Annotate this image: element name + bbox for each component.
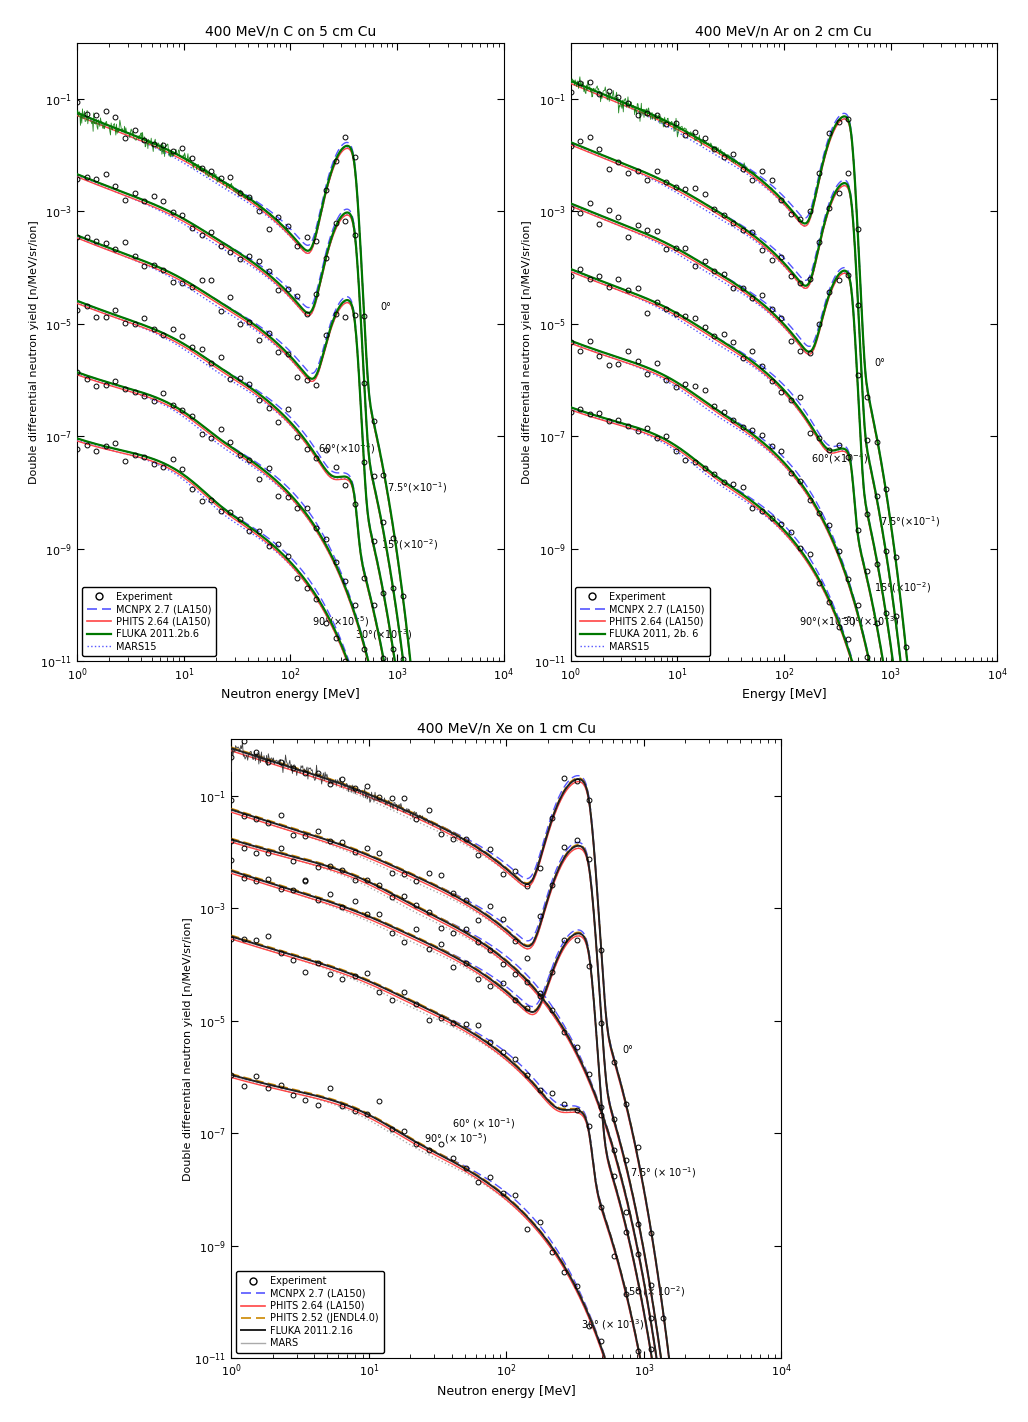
Text: 60° (× 10$^{-1}$): 60° (× 10$^{-1}$)	[451, 1116, 515, 1130]
Text: 0°: 0°	[380, 301, 392, 311]
Y-axis label: Double differential neutron yield [n/MeV/sr/ion]: Double differential neutron yield [n/MeV…	[183, 917, 193, 1180]
X-axis label: Neutron energy [MeV]: Neutron energy [MeV]	[437, 1385, 576, 1398]
Text: 30°(×10$^{-3}$): 30°(×10$^{-3}$)	[355, 627, 411, 641]
Title: 400 MeV/n Ar on 2 cm Cu: 400 MeV/n Ar on 2 cm Cu	[696, 24, 872, 38]
Title: 400 MeV/n Xe on 1 cm Cu: 400 MeV/n Xe on 1 cm Cu	[416, 721, 596, 735]
Text: 0°: 0°	[874, 358, 885, 368]
X-axis label: Neutron energy [MeV]: Neutron energy [MeV]	[221, 688, 360, 701]
Title: 400 MeV/n C on 5 cm Cu: 400 MeV/n C on 5 cm Cu	[205, 24, 376, 38]
Legend: Experiment, MCNPX 2.7 (LA150), PHITS 2.64 (LA150), PHITS 2.52 (JENDL4.0), FLUKA : Experiment, MCNPX 2.7 (LA150), PHITS 2.6…	[236, 1271, 383, 1354]
Text: 0°: 0°	[623, 1045, 633, 1055]
Text: 30°(×10$^{-3}$): 30°(×10$^{-3}$)	[842, 614, 898, 630]
Text: 15°(×10$^{-2}$): 15°(×10$^{-2}$)	[380, 538, 438, 552]
Text: 15°(×10$^{-2}$): 15°(×10$^{-2}$)	[874, 580, 931, 596]
Text: 90°(×10$^{-5}$): 90°(×10$^{-5}$)	[313, 614, 369, 630]
Text: 60°(×10$^{-4}$): 60°(×10$^{-4}$)	[318, 441, 374, 456]
Y-axis label: Double differential neutron yield [n/MeV/sr/ion]: Double differential neutron yield [n/MeV…	[522, 220, 533, 483]
Text: 30° (× 10$^{-3}$): 30° (× 10$^{-3}$)	[581, 1317, 645, 1331]
Text: 7.5°(×10$^{-1}$): 7.5°(×10$^{-1}$)	[880, 515, 941, 529]
Legend: Experiment, MCNPX 2.7 (LA150), PHITS 2.64 (LA150), FLUKA 2011, 2b. 6, MARS15: Experiment, MCNPX 2.7 (LA150), PHITS 2.6…	[576, 587, 709, 657]
Y-axis label: Double differential neutron yield [n/MeV/sr/ion]: Double differential neutron yield [n/MeV…	[29, 220, 39, 483]
Text: 90°(×10$^{-5}$): 90°(×10$^{-5}$)	[800, 614, 856, 630]
Text: 15° (× 10$^{-2}$): 15° (× 10$^{-2}$)	[623, 1284, 686, 1300]
X-axis label: Energy [MeV]: Energy [MeV]	[741, 688, 827, 701]
Text: 90° (× 10$^{-5}$): 90° (× 10$^{-5}$)	[424, 1130, 486, 1146]
Text: 60°(×10$^{-4}$): 60°(×10$^{-4}$)	[811, 451, 868, 466]
Legend: Experiment, MCNPX 2.7 (LA150), PHITS 2.64 (LA150), FLUKA 2011.2b.6, MARS15: Experiment, MCNPX 2.7 (LA150), PHITS 2.6…	[82, 587, 216, 657]
Text: 7.5° (× 10$^{-1}$): 7.5° (× 10$^{-1}$)	[630, 1165, 697, 1180]
Text: 7.5°(×10$^{-1}$): 7.5°(×10$^{-1}$)	[387, 481, 447, 495]
